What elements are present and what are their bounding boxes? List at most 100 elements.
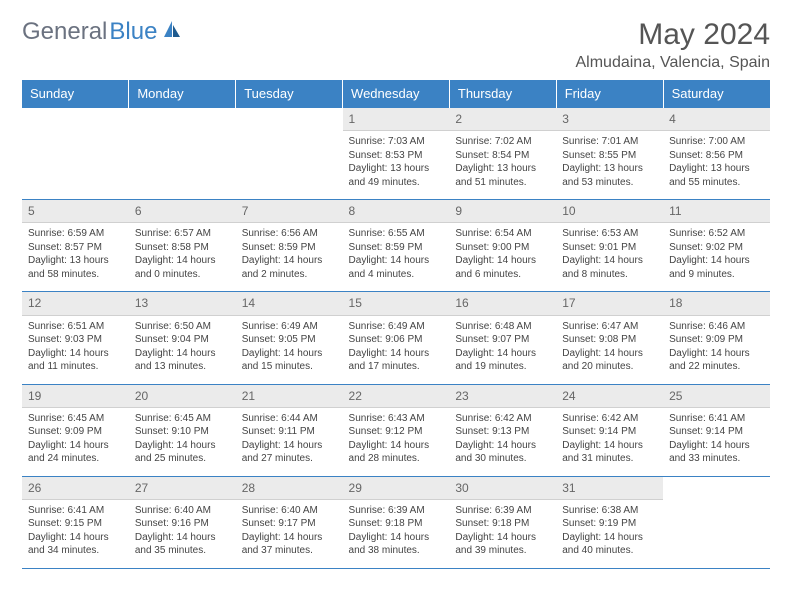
day-details: Sunrise: 6:46 AMSunset: 9:09 PMDaylight:… bbox=[663, 316, 770, 384]
sunset-text: Sunset: 8:58 PM bbox=[135, 241, 230, 255]
sunset-text: Sunset: 8:59 PM bbox=[242, 241, 337, 255]
daylight-text: Daylight: 14 hours and 37 minutes. bbox=[242, 531, 337, 558]
day-details: Sunrise: 6:38 AMSunset: 9:19 PMDaylight:… bbox=[556, 500, 663, 568]
day-number: 31 bbox=[556, 477, 663, 500]
calendar-day-cell: 2Sunrise: 7:02 AMSunset: 8:54 PMDaylight… bbox=[449, 108, 556, 200]
calendar-day-cell: 13Sunrise: 6:50 AMSunset: 9:04 PMDayligh… bbox=[129, 292, 236, 384]
sunset-text: Sunset: 9:02 PM bbox=[669, 241, 764, 255]
calendar-week-row: 26Sunrise: 6:41 AMSunset: 9:15 PMDayligh… bbox=[22, 476, 770, 568]
sunrise-text: Sunrise: 6:41 AM bbox=[669, 412, 764, 426]
sunset-text: Sunset: 8:57 PM bbox=[28, 241, 123, 255]
calendar-day-cell: 14Sunrise: 6:49 AMSunset: 9:05 PMDayligh… bbox=[236, 292, 343, 384]
daylight-text: Daylight: 14 hours and 20 minutes. bbox=[562, 347, 657, 374]
day-details: Sunrise: 6:40 AMSunset: 9:16 PMDaylight:… bbox=[129, 500, 236, 568]
calendar-day-cell: 15Sunrise: 6:49 AMSunset: 9:06 PMDayligh… bbox=[343, 292, 450, 384]
sunrise-text: Sunrise: 6:47 AM bbox=[562, 320, 657, 334]
calendar-table: Sunday Monday Tuesday Wednesday Thursday… bbox=[22, 80, 770, 569]
sunset-text: Sunset: 9:15 PM bbox=[28, 517, 123, 531]
daylight-text: Daylight: 13 hours and 58 minutes. bbox=[28, 254, 123, 281]
daylight-text: Daylight: 14 hours and 25 minutes. bbox=[135, 439, 230, 466]
calendar-day-cell: 12Sunrise: 6:51 AMSunset: 9:03 PMDayligh… bbox=[22, 292, 129, 384]
calendar-day-cell: 9Sunrise: 6:54 AMSunset: 9:00 PMDaylight… bbox=[449, 200, 556, 292]
calendar-day-cell: 24Sunrise: 6:42 AMSunset: 9:14 PMDayligh… bbox=[556, 384, 663, 476]
day-details: Sunrise: 6:59 AMSunset: 8:57 PMDaylight:… bbox=[22, 223, 129, 291]
day-number: 5 bbox=[22, 200, 129, 223]
daylight-text: Daylight: 14 hours and 39 minutes. bbox=[455, 531, 550, 558]
sunset-text: Sunset: 9:05 PM bbox=[242, 333, 337, 347]
sunrise-text: Sunrise: 6:54 AM bbox=[455, 227, 550, 241]
calendar-week-row: 1Sunrise: 7:03 AMSunset: 8:53 PMDaylight… bbox=[22, 108, 770, 200]
day-number: 8 bbox=[343, 200, 450, 223]
day-details: Sunrise: 6:39 AMSunset: 9:18 PMDaylight:… bbox=[449, 500, 556, 568]
sunrise-text: Sunrise: 6:39 AM bbox=[455, 504, 550, 518]
daylight-text: Daylight: 14 hours and 4 minutes. bbox=[349, 254, 444, 281]
calendar-day-cell: 1Sunrise: 7:03 AMSunset: 8:53 PMDaylight… bbox=[343, 108, 450, 200]
sunrise-text: Sunrise: 6:45 AM bbox=[28, 412, 123, 426]
daylight-text: Daylight: 14 hours and 35 minutes. bbox=[135, 531, 230, 558]
weekday-header: Thursday bbox=[449, 80, 556, 108]
sunrise-text: Sunrise: 6:39 AM bbox=[349, 504, 444, 518]
daylight-text: Daylight: 14 hours and 8 minutes. bbox=[562, 254, 657, 281]
weekday-header: Sunday bbox=[22, 80, 129, 108]
day-number: 25 bbox=[663, 385, 770, 408]
calendar-day-cell bbox=[129, 108, 236, 200]
day-details: Sunrise: 6:43 AMSunset: 9:12 PMDaylight:… bbox=[343, 408, 450, 476]
day-details: Sunrise: 6:57 AMSunset: 8:58 PMDaylight:… bbox=[129, 223, 236, 291]
day-details: Sunrise: 6:52 AMSunset: 9:02 PMDaylight:… bbox=[663, 223, 770, 291]
day-details: Sunrise: 6:42 AMSunset: 9:13 PMDaylight:… bbox=[449, 408, 556, 476]
day-details: Sunrise: 6:45 AMSunset: 9:09 PMDaylight:… bbox=[22, 408, 129, 476]
day-number: 17 bbox=[556, 292, 663, 315]
day-number: 12 bbox=[22, 292, 129, 315]
daylight-text: Daylight: 14 hours and 19 minutes. bbox=[455, 347, 550, 374]
sunset-text: Sunset: 8:56 PM bbox=[669, 149, 764, 163]
day-number: 16 bbox=[449, 292, 556, 315]
day-details: Sunrise: 6:39 AMSunset: 9:18 PMDaylight:… bbox=[343, 500, 450, 568]
sunrise-text: Sunrise: 6:40 AM bbox=[242, 504, 337, 518]
day-details: Sunrise: 6:40 AMSunset: 9:17 PMDaylight:… bbox=[236, 500, 343, 568]
sunrise-text: Sunrise: 6:50 AM bbox=[135, 320, 230, 334]
sunrise-text: Sunrise: 6:53 AM bbox=[562, 227, 657, 241]
day-number: 15 bbox=[343, 292, 450, 315]
daylight-text: Daylight: 13 hours and 55 minutes. bbox=[669, 162, 764, 189]
day-number: 24 bbox=[556, 385, 663, 408]
sunrise-text: Sunrise: 7:02 AM bbox=[455, 135, 550, 149]
day-details: Sunrise: 6:55 AMSunset: 8:59 PMDaylight:… bbox=[343, 223, 450, 291]
daylight-text: Daylight: 14 hours and 22 minutes. bbox=[669, 347, 764, 374]
day-number: 19 bbox=[22, 385, 129, 408]
day-number: 13 bbox=[129, 292, 236, 315]
sunset-text: Sunset: 9:08 PM bbox=[562, 333, 657, 347]
day-number: 7 bbox=[236, 200, 343, 223]
location: Almudaina, Valencia, Spain bbox=[576, 54, 771, 72]
brand-logo: GeneralBlue bbox=[22, 18, 183, 46]
calendar-day-cell: 30Sunrise: 6:39 AMSunset: 9:18 PMDayligh… bbox=[449, 476, 556, 568]
day-details: Sunrise: 7:02 AMSunset: 8:54 PMDaylight:… bbox=[449, 131, 556, 199]
calendar-day-cell bbox=[663, 476, 770, 568]
sunset-text: Sunset: 9:07 PM bbox=[455, 333, 550, 347]
calendar-day-cell: 11Sunrise: 6:52 AMSunset: 9:02 PMDayligh… bbox=[663, 200, 770, 292]
calendar-day-cell bbox=[236, 108, 343, 200]
sunrise-text: Sunrise: 6:40 AM bbox=[135, 504, 230, 518]
day-details: Sunrise: 6:50 AMSunset: 9:04 PMDaylight:… bbox=[129, 316, 236, 384]
sunset-text: Sunset: 9:14 PM bbox=[669, 425, 764, 439]
day-number: 29 bbox=[343, 477, 450, 500]
sunrise-text: Sunrise: 7:03 AM bbox=[349, 135, 444, 149]
sunset-text: Sunset: 9:01 PM bbox=[562, 241, 657, 255]
day-details: Sunrise: 6:42 AMSunset: 9:14 PMDaylight:… bbox=[556, 408, 663, 476]
day-number: 2 bbox=[449, 108, 556, 131]
day-details: Sunrise: 6:51 AMSunset: 9:03 PMDaylight:… bbox=[22, 316, 129, 384]
daylight-text: Daylight: 14 hours and 31 minutes. bbox=[562, 439, 657, 466]
sunset-text: Sunset: 8:59 PM bbox=[349, 241, 444, 255]
day-details: Sunrise: 6:49 AMSunset: 9:06 PMDaylight:… bbox=[343, 316, 450, 384]
sunrise-text: Sunrise: 6:48 AM bbox=[455, 320, 550, 334]
calendar-day-cell: 23Sunrise: 6:42 AMSunset: 9:13 PMDayligh… bbox=[449, 384, 556, 476]
day-details: Sunrise: 6:41 AMSunset: 9:14 PMDaylight:… bbox=[663, 408, 770, 476]
day-number: 18 bbox=[663, 292, 770, 315]
day-number: 27 bbox=[129, 477, 236, 500]
day-number: 1 bbox=[343, 108, 450, 131]
daylight-text: Daylight: 14 hours and 17 minutes. bbox=[349, 347, 444, 374]
day-details: Sunrise: 6:53 AMSunset: 9:01 PMDaylight:… bbox=[556, 223, 663, 291]
sunset-text: Sunset: 9:17 PM bbox=[242, 517, 337, 531]
sunrise-text: Sunrise: 6:56 AM bbox=[242, 227, 337, 241]
weekday-header: Wednesday bbox=[343, 80, 450, 108]
sunrise-text: Sunrise: 6:42 AM bbox=[455, 412, 550, 426]
